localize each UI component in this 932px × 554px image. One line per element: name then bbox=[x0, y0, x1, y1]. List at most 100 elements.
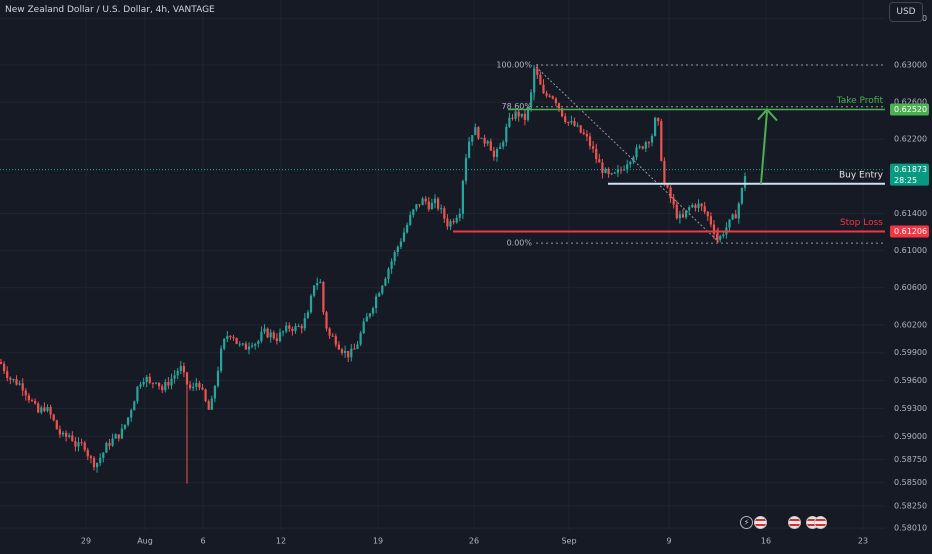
candle-body bbox=[657, 117, 660, 122]
price-tick-label: 0.58750 bbox=[894, 455, 927, 464]
current-price-badge bbox=[890, 163, 929, 186]
candle-body bbox=[554, 98, 557, 104]
currency-button[interactable]: USD bbox=[889, 2, 923, 22]
candle-body bbox=[77, 442, 80, 447]
candle-body bbox=[198, 382, 201, 388]
candle-body bbox=[102, 452, 105, 459]
candle-body bbox=[461, 180, 464, 214]
candle-body bbox=[24, 390, 27, 396]
price-tick-label: 0.62600 bbox=[894, 98, 927, 107]
candle-body bbox=[728, 219, 731, 228]
candle-body bbox=[282, 331, 285, 333]
buy-entry-label: Buy Entry bbox=[839, 170, 884, 180]
price-tick-label: 0.58250 bbox=[894, 501, 927, 510]
candle-body bbox=[244, 343, 247, 350]
candle-body bbox=[446, 218, 449, 227]
candle-body bbox=[505, 126, 508, 143]
candle-body bbox=[309, 295, 313, 313]
candle-body bbox=[390, 261, 393, 269]
candle-body bbox=[74, 441, 77, 447]
candle-body bbox=[251, 345, 254, 347]
candle-body bbox=[399, 241, 402, 247]
candle-body bbox=[443, 208, 446, 219]
candle-body bbox=[223, 338, 226, 349]
candle-body bbox=[610, 173, 613, 175]
candle-body bbox=[700, 203, 703, 207]
price-tick-label: 0.58500 bbox=[894, 478, 927, 487]
price-tick-label: 0.59300 bbox=[894, 404, 927, 413]
candle-body bbox=[192, 386, 195, 389]
candle-body bbox=[142, 381, 145, 385]
candle-body bbox=[145, 376, 148, 382]
candle-body bbox=[384, 278, 387, 286]
candle-body bbox=[579, 125, 582, 133]
stop-loss-price-badge bbox=[890, 225, 929, 238]
candle-body bbox=[189, 384, 192, 389]
candle-body bbox=[89, 456, 92, 458]
candle-body bbox=[629, 161, 632, 165]
candle-body bbox=[440, 208, 443, 210]
time-tick-label: 23 bbox=[858, 537, 868, 546]
price-tick-label: 0.61000 bbox=[894, 246, 927, 255]
candle-body bbox=[359, 333, 362, 345]
current-price-badge-text: 0.61873 bbox=[894, 165, 927, 174]
candle-body bbox=[508, 117, 511, 127]
candle-body bbox=[347, 350, 350, 358]
candle-body bbox=[254, 344, 257, 346]
candle-body bbox=[65, 432, 68, 437]
candle-body bbox=[158, 382, 161, 387]
candle-body bbox=[303, 318, 306, 329]
candle-body bbox=[275, 338, 278, 341]
candle-body bbox=[297, 325, 300, 327]
us-flag-icon[interactable] bbox=[754, 516, 767, 529]
candle-body bbox=[607, 168, 610, 175]
candle-body bbox=[632, 157, 635, 162]
candle-body bbox=[737, 203, 740, 219]
current-price-badge-text: 28:25 bbox=[894, 176, 917, 185]
candle-body bbox=[691, 204, 694, 208]
candle-body bbox=[663, 160, 666, 184]
fib-level-label: 100.00% bbox=[496, 60, 532, 69]
candle-body bbox=[471, 135, 474, 142]
candle-body bbox=[740, 187, 743, 204]
candle-body bbox=[207, 401, 210, 410]
candle-body bbox=[344, 350, 347, 353]
candle-body bbox=[647, 142, 650, 144]
time-tick-label: 12 bbox=[276, 537, 286, 546]
take-profit-label: Take Profit bbox=[836, 96, 884, 106]
candle-body bbox=[567, 121, 570, 123]
candle-body bbox=[133, 401, 136, 411]
time-tick-label: Aug bbox=[137, 537, 153, 546]
candle-body bbox=[3, 363, 6, 372]
candle-body bbox=[415, 204, 418, 210]
candle-body bbox=[709, 216, 712, 225]
candle-body bbox=[266, 328, 269, 338]
candle-body bbox=[678, 214, 681, 219]
candle-body bbox=[396, 246, 399, 253]
us-flag-icon[interactable] bbox=[788, 516, 801, 529]
candle-body bbox=[536, 68, 539, 75]
candle-body bbox=[576, 125, 579, 127]
lightning-icon[interactable]: ⚡ bbox=[740, 516, 753, 529]
candle-body bbox=[328, 328, 331, 336]
candle-body bbox=[511, 117, 514, 119]
candle-body bbox=[616, 169, 619, 173]
us-flag-icon[interactable] bbox=[814, 516, 827, 529]
candle-body bbox=[378, 293, 381, 297]
candle-body bbox=[9, 377, 12, 380]
candle-body bbox=[650, 135, 654, 143]
candle-body bbox=[52, 414, 55, 421]
candle-body bbox=[46, 406, 49, 412]
candle-body bbox=[585, 134, 588, 137]
time-tick-label: 16 bbox=[761, 537, 771, 546]
candle-body bbox=[123, 424, 127, 429]
candle-body bbox=[626, 164, 629, 170]
candle-body bbox=[170, 378, 173, 386]
candle-body bbox=[105, 442, 108, 453]
candle-body bbox=[387, 268, 390, 279]
grid-lines bbox=[0, 0, 885, 530]
price-tick-label: 0.61400 bbox=[894, 209, 927, 218]
candle-body bbox=[480, 137, 483, 139]
